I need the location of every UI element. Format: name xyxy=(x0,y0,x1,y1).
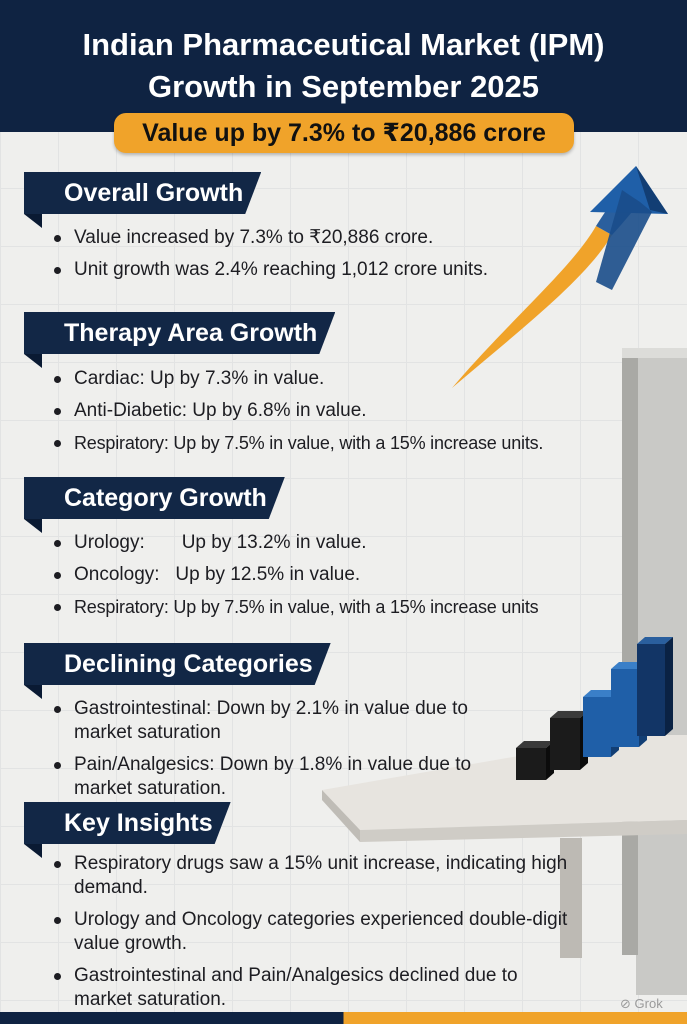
header-banner xyxy=(0,0,687,132)
growth-arrow-icon xyxy=(452,166,668,388)
declining-list: Gastrointestinal: Down by 2.1% in value … xyxy=(48,697,508,801)
page-title: Indian Pharmaceutical Market (IPM) Growt… xyxy=(0,24,687,108)
insights-list: Respiratory drugs saw a 15% unit increas… xyxy=(48,852,568,1012)
section-heading-category: Category Growth xyxy=(24,477,285,519)
list-item: Urology: Up by 13.2% in value. xyxy=(48,531,668,555)
list-item: Respiratory drugs saw a 15% unit increas… xyxy=(48,852,568,900)
list-item: Pain/Analgesics: Down by 1.8% in value d… xyxy=(48,753,508,801)
section-heading-overall: Overall Growth xyxy=(24,172,261,214)
bar-block-2 xyxy=(550,711,588,770)
footer-bar xyxy=(0,1012,687,1024)
bar-blocks-icon xyxy=(516,637,673,780)
title-line-1: Indian Pharmaceutical Market (IPM) xyxy=(82,27,605,62)
list-item: Respiratory: Up by 7.5% in value, with a… xyxy=(48,431,668,455)
desk-icon xyxy=(322,735,687,958)
category-list: Urology: Up by 13.2% in value. Oncology:… xyxy=(48,531,668,627)
list-item: Gastrointestinal and Pain/Analgesics dec… xyxy=(48,964,568,1012)
watermark: ⊘ Grok xyxy=(620,996,663,1012)
list-item: Respiratory: Up by 7.5% in value, with a… xyxy=(48,595,668,619)
section-heading-insights: Key Insights xyxy=(24,802,231,844)
overall-list: Value increased by 7.3% to ₹20,886 crore… xyxy=(48,226,518,282)
list-item: Urology and Oncology categories experien… xyxy=(48,908,568,956)
therapy-list: Cardiac: Up by 7.3% in value. Anti-Diabe… xyxy=(48,367,668,463)
headline-pill: Value up by 7.3% to ₹20,886 crore xyxy=(114,113,574,153)
grok-logo-icon: ⊘ xyxy=(620,996,631,1011)
section-heading-therapy: Therapy Area Growth xyxy=(24,312,335,354)
bar-block-5 xyxy=(637,637,673,736)
bar-block-1 xyxy=(516,741,554,780)
watermark-text: Grok xyxy=(634,996,663,1011)
list-item: Cardiac: Up by 7.3% in value. xyxy=(48,367,668,391)
list-item: Unit growth was 2.4% reaching 1,012 cror… xyxy=(48,258,518,282)
section-heading-declining: Declining Categories xyxy=(24,643,331,685)
list-item: Anti-Diabetic: Up by 6.8% in value. xyxy=(48,399,668,423)
list-item: Gastrointestinal: Down by 2.1% in value … xyxy=(48,697,508,745)
title-line-2: Growth in September 2025 xyxy=(147,69,540,104)
list-item: Oncology: Up by 12.5% in value. xyxy=(48,563,668,587)
list-item: Value increased by 7.3% to ₹20,886 crore… xyxy=(48,226,518,250)
